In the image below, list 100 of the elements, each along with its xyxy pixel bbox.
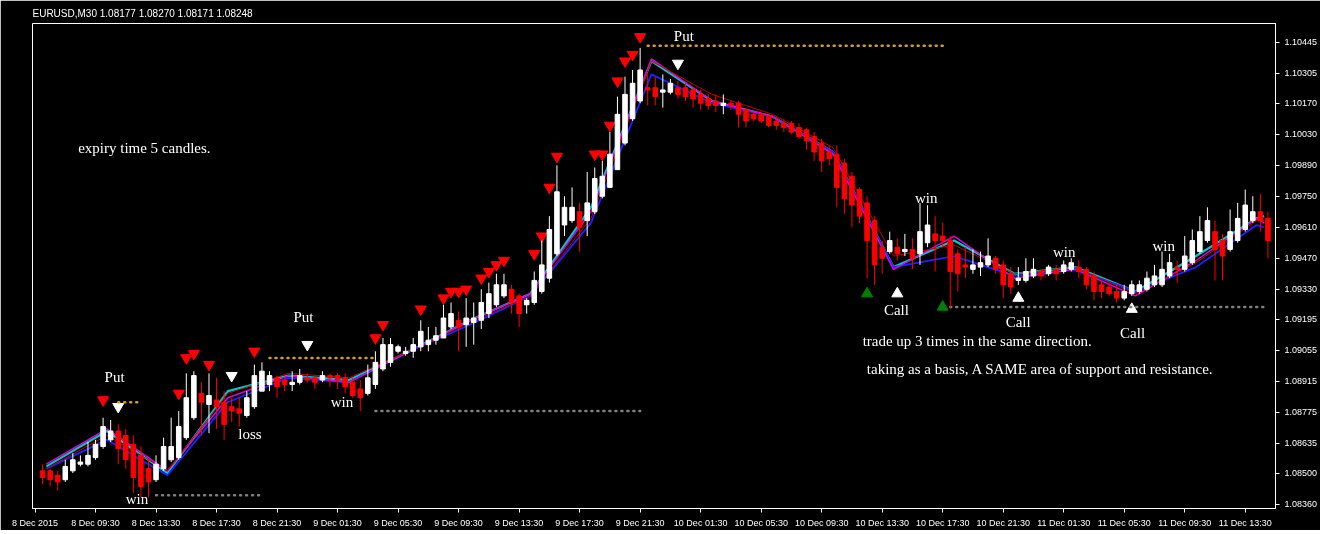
- candlestick: [1257, 193, 1264, 233]
- y-tick-label: 1.09610: [1284, 222, 1318, 233]
- candlestick: [576, 202, 583, 253]
- candlestick: [463, 297, 469, 348]
- x-tick-label: 9 Dec 05:30: [373, 517, 423, 528]
- annotation: win: [1152, 238, 1176, 255]
- point: [619, 57, 632, 68]
- point: [460, 285, 473, 297]
- y-tick-label: 1.09330: [1284, 284, 1318, 295]
- point: [497, 256, 510, 268]
- point: [202, 360, 215, 372]
- point: [543, 183, 556, 195]
- candlestick: [1197, 215, 1203, 255]
- candlestick: [561, 195, 568, 237]
- candlestick: [985, 237, 991, 268]
- candlestick: [902, 233, 908, 257]
- candlestick: [1250, 195, 1256, 224]
- candlestick: [1053, 264, 1059, 281]
- point: [671, 59, 684, 71]
- point: [550, 152, 563, 164]
- x-tick-label: 8 Dec 13:30: [131, 517, 181, 528]
- annotation: Put: [293, 309, 315, 326]
- annotation: taking as a basis, A SAME area of support and resistance.: [866, 360, 1213, 377]
- y-tick-label: 1.08500: [1284, 468, 1318, 479]
- candlestick: [198, 381, 205, 436]
- candlestick: [115, 423, 121, 465]
- annotation: win: [125, 490, 149, 507]
- point: [97, 396, 110, 407]
- candlestick: [448, 302, 454, 330]
- candlestick: [917, 202, 923, 266]
- y-tick-label: 1.09470: [1284, 253, 1318, 264]
- y-tick-label: 1.09890: [1284, 160, 1318, 171]
- annotation: loss: [238, 426, 262, 443]
- candlestick: [1007, 266, 1014, 295]
- x-tick-label: 9 Dec 21:30: [615, 517, 665, 528]
- y-tick-label: 1.10030: [1284, 129, 1318, 140]
- candlestick: [743, 107, 749, 129]
- x-tick-label: 10 Dec 13:30: [855, 517, 909, 528]
- annotation: win: [1052, 243, 1076, 260]
- x-tick-label: 8 Dec 09:30: [71, 517, 120, 528]
- annotation: Call: [883, 301, 909, 318]
- annotation: Call: [1005, 314, 1031, 331]
- candlestick: [312, 375, 318, 390]
- candlestick: [107, 419, 114, 443]
- candlestick: [440, 304, 447, 339]
- point: [225, 371, 238, 383]
- candlestick: [1166, 253, 1173, 279]
- point: [528, 250, 541, 261]
- candlestick: [886, 231, 893, 255]
- candlestick: [1038, 268, 1044, 281]
- y-tick-label: 1.10305: [1284, 68, 1318, 79]
- candlestick: [803, 127, 810, 151]
- candlestick: [1091, 271, 1097, 301]
- point: [634, 33, 647, 44]
- candlestick: [1227, 209, 1233, 253]
- annotation: trade up 3 times in the same direction.: [862, 333, 1092, 350]
- x-tick-label: 10 Dec 17:30: [915, 517, 970, 528]
- x-tick-label: 9 Dec 09:30: [434, 517, 483, 528]
- point: [172, 389, 185, 401]
- point: [180, 354, 193, 365]
- candlestick: [1212, 220, 1218, 281]
- candlestick: [970, 248, 976, 275]
- candlestick: [728, 100, 734, 111]
- candlestick: [1159, 251, 1165, 288]
- candlestick: [327, 372, 333, 388]
- candlestick: [924, 204, 931, 248]
- point: [596, 150, 609, 162]
- candlestick: [289, 370, 295, 392]
- point: [437, 294, 450, 305]
- x-tick-label: 10 Dec 01:30: [673, 517, 728, 528]
- candlestick: [100, 417, 106, 450]
- point: [452, 287, 465, 299]
- candlestick: [433, 326, 439, 346]
- point: [475, 274, 488, 286]
- x-tick-label: 11 Dec 05:30: [1097, 517, 1151, 528]
- x-tick-label: 8 Dec 21:30: [252, 517, 302, 528]
- y-tick-label: 1.09195: [1284, 314, 1318, 325]
- x-tick-label: 10 Dec 21:30: [976, 517, 1030, 528]
- point: [248, 347, 261, 359]
- point: [369, 334, 382, 345]
- candlestick: [1151, 264, 1158, 288]
- point: [626, 50, 639, 62]
- candlestick: [1219, 233, 1226, 281]
- point: [112, 402, 125, 414]
- point: [301, 340, 314, 352]
- x-tick-label: 9 Dec 13:30: [494, 517, 544, 528]
- chart-title: EURUSD,M30 1.08177 1.08270 1.08171 1.08248: [32, 7, 254, 19]
- candlestick: [410, 337, 416, 359]
- annotation: Call: [1120, 325, 1146, 342]
- annotation: win: [914, 189, 938, 206]
- y-tick-label: 1.08775: [1284, 407, 1318, 418]
- annotation: win: [330, 393, 354, 410]
- candlestick: [1174, 259, 1180, 284]
- candlestick: [266, 370, 273, 392]
- y-tick-label: 1.10170: [1284, 98, 1318, 109]
- x-tick-label: 8 Dec 2015: [12, 517, 59, 528]
- candlestick: [153, 454, 159, 483]
- candlestick: [977, 251, 984, 277]
- x-tick-label: 11 Dec 13:30: [1218, 517, 1272, 528]
- y-tick-label: 1.10445: [1284, 37, 1318, 48]
